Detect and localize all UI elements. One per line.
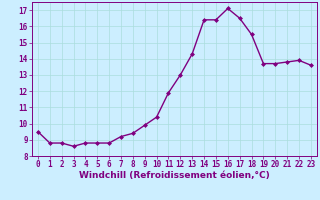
X-axis label: Windchill (Refroidissement éolien,°C): Windchill (Refroidissement éolien,°C) [79,171,270,180]
